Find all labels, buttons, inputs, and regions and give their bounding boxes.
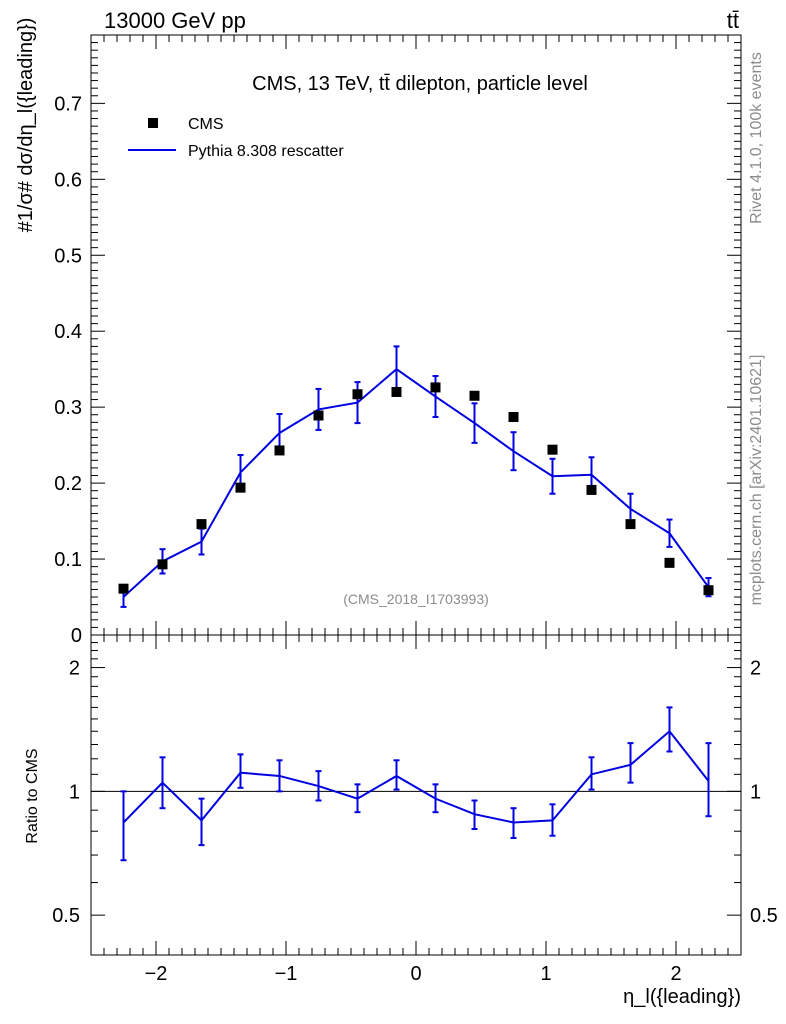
cms-data-point [196,519,207,530]
ratio-y-tick-label-right: 1 [750,781,761,803]
x-tick-label: −1 [275,963,298,985]
x-tick-label: 0 [410,963,421,985]
ratio-y-tick-label-left: 1 [69,781,80,803]
ratio-ylabel: Ratio to CMS [24,748,41,843]
cms-data-point [547,444,558,455]
main-y-tick-label: 0.5 [54,245,82,267]
cms-data-point [118,583,129,594]
cms-data-point [586,484,597,495]
main-ylabel: #1/σ# dσ/dη_l({leading}) [15,18,37,233]
cms-data-point [157,559,168,570]
ratio-y-tick-label-left: 0.5 [52,905,80,927]
ratio-y-tick-label-right: 0.5 [750,905,778,927]
main-y-tick-label: 0.1 [54,549,82,571]
ratio-y-tick-label-left: 2 [69,658,80,680]
cms-data-point [508,412,519,423]
pythia-series-line [122,367,710,598]
ratio-panel-marks: −2 −1 0 1 2 0.5 0.5 1 1 2 2 [52,635,778,985]
cms-data-point [274,445,285,456]
x-tick-label: −2 [145,963,168,985]
main-y-tick-label: 0.7 [54,93,82,115]
main-y-tick-label: 0.6 [54,169,82,191]
cms-data-point [391,386,402,397]
main-y-tick-label: 0.4 [54,321,82,343]
main-y-tick-label: 0.2 [54,473,82,495]
main-y-tick-label: 0 [71,625,82,647]
rivet-label: Rivet 4.1.0, 100k events [748,52,765,224]
main-y-tick-label: 0.3 [54,397,82,419]
cms-data-point [625,519,636,530]
cms-data-point [703,585,714,596]
cms-data-point [469,390,480,401]
cms-data-point [664,557,675,568]
analysis-watermark: (CMS_2018_I1703993) [343,591,489,607]
legend-label-cms: CMS [188,116,224,133]
ratio-plot-frame [90,634,742,956]
legend-marker-cms [148,118,158,128]
energy-label: 13000 GeV pp [104,8,246,33]
x-tick-label: 1 [540,963,551,985]
main-panel-marks: 0 0.1 0.2 0.3 0.4 0.5 0.6 0.7 [54,34,742,647]
legend-label-pythia: Pythia 8.308 rescatter [188,143,344,160]
mcplots-label: mcplots.cern.ch [arXiv:2401.10621] [748,355,765,606]
cms-data-point [235,482,246,493]
x-tick-label: 2 [670,963,681,985]
x-axis-label: η_l({leading}) [623,986,741,1008]
cms-data-point [430,382,441,393]
ratio-series-line [122,729,710,824]
cms-data-point [352,389,363,400]
cms-data-point [313,410,324,421]
ratio-y-tick-label-right: 2 [750,658,761,680]
legend: CMS Pythia 8.308 rescatter [128,116,344,160]
process-label: tt̄ [727,8,739,33]
main-title: CMS, 13 TeV, tt̄ dilepton, particle leve… [252,73,588,95]
